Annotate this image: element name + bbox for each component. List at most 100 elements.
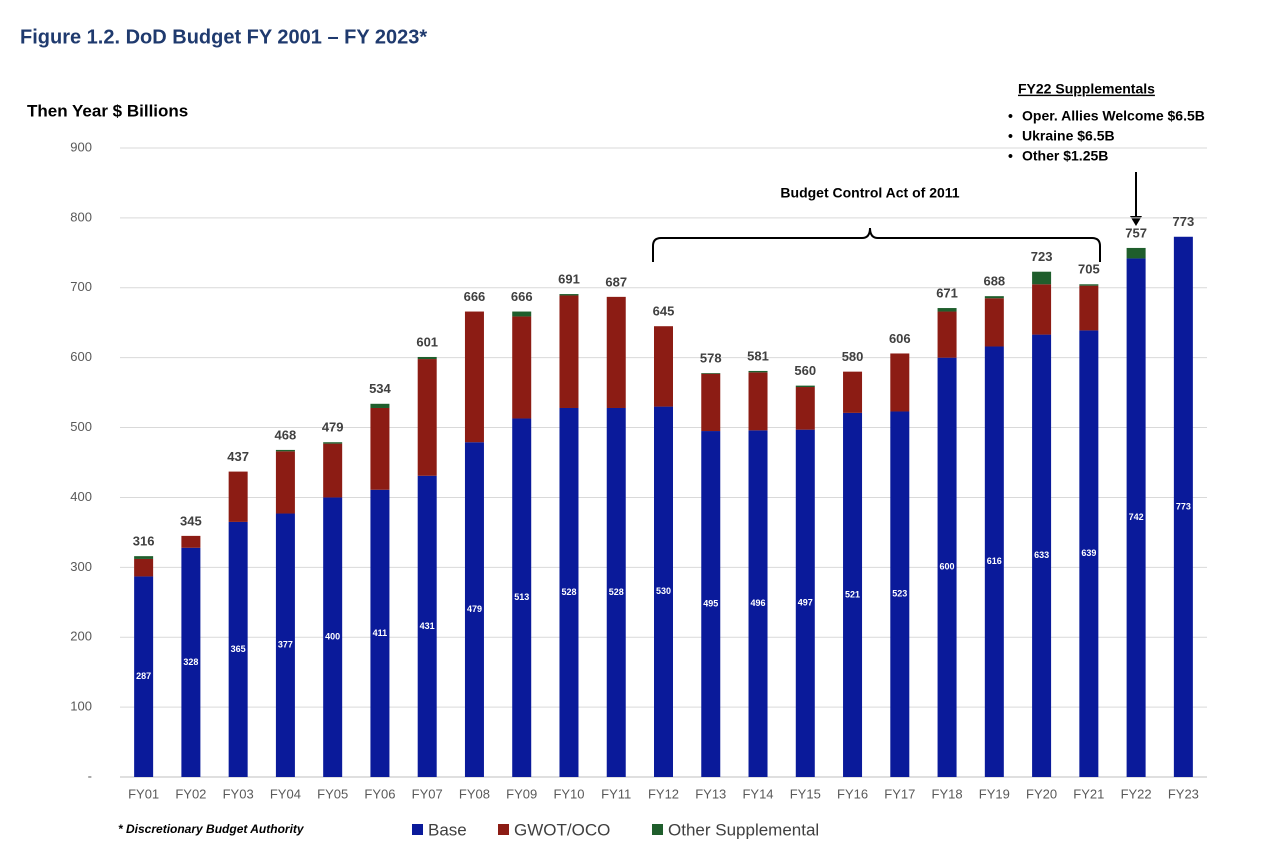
bar-segment: [323, 442, 343, 444]
bar-segment: [134, 558, 154, 577]
legend-swatch: [412, 824, 423, 835]
total-label: 345: [180, 513, 202, 528]
bar-value-label: 377: [278, 640, 293, 650]
bar-segment: [748, 430, 768, 777]
x-tick-label: FY08: [459, 786, 490, 801]
bar-value-label: 523: [892, 589, 907, 599]
total-label: 601: [416, 334, 438, 349]
total-label: 645: [653, 304, 675, 319]
y-axis-label: Then Year $ Billions: [27, 101, 188, 120]
callout-item: Other $1.25B: [1022, 148, 1108, 164]
x-tick-label: FY11: [601, 786, 631, 801]
bar-segment: [370, 489, 390, 777]
y-tick-label: 900: [70, 139, 92, 154]
bar-segment: [748, 370, 768, 373]
bar-segment: [512, 418, 532, 777]
chart-title: Figure 1.2. DoD Budget FY 2001 – FY 2023…: [20, 26, 427, 48]
bar-segment: [654, 406, 673, 777]
bar-segment: [890, 353, 910, 412]
x-tick-label: FY03: [223, 786, 254, 801]
bar-segment: [370, 403, 390, 408]
legend-label: Base: [428, 820, 467, 839]
bar-segment: [1079, 285, 1099, 331]
bar-segment: [323, 443, 343, 498]
bar-segment: [795, 387, 815, 430]
bar-value-label: 497: [798, 598, 813, 608]
bar-segment: [1126, 258, 1146, 777]
bar-value-label: 633: [1034, 550, 1049, 560]
bar-value-label: 365: [231, 644, 246, 654]
bar-segment: [843, 371, 863, 413]
bar-segment: [417, 359, 437, 476]
callout-item: Oper. Allies Welcome $6.5B: [1022, 108, 1205, 124]
bar-value-label: 616: [987, 556, 1002, 566]
bar-segment: [275, 451, 295, 514]
y-tick-label: 700: [70, 279, 92, 294]
bar-segment: [1126, 247, 1146, 259]
bar-value-label: 773: [1176, 501, 1191, 511]
bar-value-label: 600: [940, 562, 955, 572]
x-tick-label: FY09: [506, 786, 537, 801]
callout-title: FY22 Supplementals: [1018, 81, 1155, 97]
total-label: 580: [842, 349, 864, 364]
x-tick-label: FY06: [364, 786, 395, 801]
bar-segment: [1032, 334, 1052, 777]
bar-segment: [890, 411, 910, 777]
bar-segment: [275, 513, 295, 777]
total-label: 666: [464, 289, 486, 304]
bar-segment: [937, 311, 957, 358]
x-tick-label: FY02: [175, 786, 206, 801]
callout-list: • Oper. Allies Welcome $6.5B • Ukraine $…: [1008, 108, 1205, 164]
bar-segment: [654, 326, 673, 407]
footnote: * Discretionary Budget Authority: [118, 822, 305, 836]
bar-segment: [228, 521, 248, 777]
bar-segment: [228, 471, 248, 522]
bar-segment: [417, 475, 437, 777]
bar-segment: [701, 373, 721, 432]
x-tick-label: FY04: [270, 786, 301, 801]
bar-value-label: 742: [1129, 512, 1144, 522]
bar-value-label: 431: [420, 621, 435, 631]
bar-segment: [181, 547, 201, 777]
total-label: 468: [275, 427, 297, 442]
bar-segment: [181, 535, 201, 548]
bullet: •: [1008, 128, 1013, 144]
bullet: •: [1008, 108, 1013, 124]
y-tick-label: 600: [70, 349, 92, 364]
bar-segment: [323, 497, 343, 777]
total-label: 666: [511, 289, 533, 304]
bar-segment: [984, 298, 1004, 347]
y-tick-label: 100: [70, 699, 92, 714]
total-label: 479: [322, 420, 344, 435]
total-label: 581: [747, 348, 769, 363]
total-label: 723: [1031, 249, 1053, 264]
bar-segment: [370, 407, 390, 490]
bullet: •: [1008, 148, 1013, 164]
bar-value-label: 530: [656, 586, 671, 596]
x-tick-label: FY12: [648, 786, 679, 801]
bar-segment: [559, 294, 579, 296]
bar-segment: [1032, 271, 1052, 285]
bar-segment: [1079, 330, 1099, 777]
x-tick-label: FY16: [837, 786, 868, 801]
x-tick-label: FY14: [742, 786, 773, 801]
total-label: 606: [889, 331, 911, 346]
bar-segment: [937, 308, 957, 312]
y-tick-label: 400: [70, 489, 92, 504]
bar-segment: [701, 373, 721, 374]
bar-segment: [1173, 236, 1193, 777]
bar-segment: [606, 407, 626, 777]
total-label: 316: [133, 534, 155, 549]
bracket-label: Budget Control Act of 2011: [780, 185, 959, 201]
bar-segment: [843, 412, 863, 777]
bar-segment: [134, 576, 154, 777]
y-tick-label: 300: [70, 559, 92, 574]
bar-segment: [512, 316, 532, 419]
total-label: 671: [936, 285, 958, 300]
total-label: 757: [1125, 225, 1147, 240]
total-label: 578: [700, 350, 722, 365]
total-label: 534: [369, 381, 391, 396]
bar-segment: [984, 346, 1004, 777]
bar-value-label: 513: [514, 592, 529, 602]
bar-value-label: 328: [183, 657, 198, 667]
